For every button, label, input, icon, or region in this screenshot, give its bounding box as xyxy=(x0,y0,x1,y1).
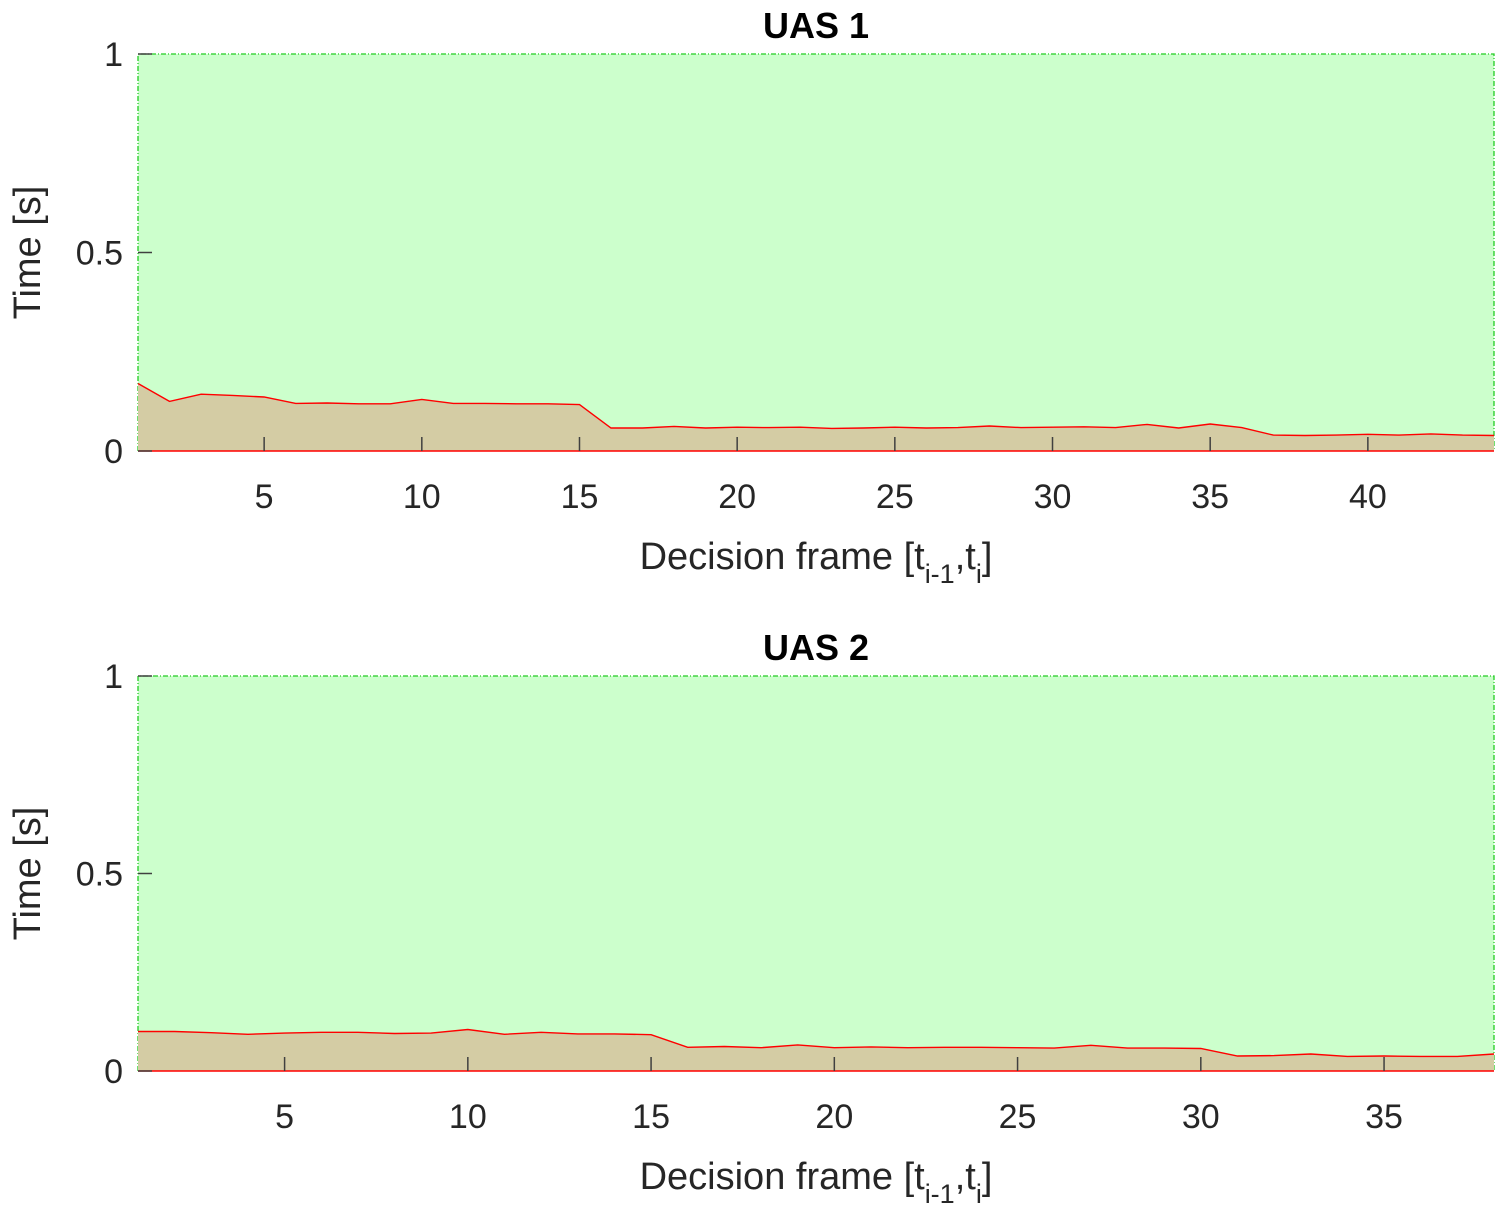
x-tick-label: 15 xyxy=(632,1098,670,1136)
x-axis-label-part: ] xyxy=(982,1156,993,1198)
chart-title: UAS 1 xyxy=(763,5,869,46)
y-tick-label: 0 xyxy=(104,433,123,471)
x-axis-label-part: ,t xyxy=(955,1156,977,1198)
x-tick-label: 10 xyxy=(403,478,441,516)
computation-time-area xyxy=(138,383,1494,451)
x-tick-label: 25 xyxy=(999,1098,1037,1136)
x-tick-label: 30 xyxy=(1182,1098,1220,1136)
subplot-uas-2: 5 10 15 20 25 30 35 0 0.5 1 UAS 2 Time [s] Decision … xyxy=(7,627,1495,1209)
x-tick-label: 20 xyxy=(718,478,756,516)
x-tick-label: 30 xyxy=(1034,478,1072,516)
x-tick-label: 35 xyxy=(1365,1098,1403,1136)
computation-time-line xyxy=(138,1028,1495,1058)
y-tick-label: 1 xyxy=(104,36,123,74)
x-tick-label: 20 xyxy=(815,1098,853,1136)
computation-time-area xyxy=(138,1029,1494,1071)
y-tick-label: 0 xyxy=(104,1053,123,1091)
chart-title: UAS 2 xyxy=(763,627,869,668)
x-tick-label: 10 xyxy=(449,1098,487,1136)
y-tick-label: 1 xyxy=(104,658,123,696)
x-axis-label-part: ] xyxy=(982,536,993,578)
x-axis-label-part: i xyxy=(976,1179,982,1209)
x-axis-label-part: Decision frame [t xyxy=(640,536,926,578)
y-tick-label: 0.5 xyxy=(76,235,123,273)
time-limit-line xyxy=(137,53,1495,451)
x-tick-label: 25 xyxy=(876,478,914,516)
computation-time-line xyxy=(137,382,1495,437)
x-tick-label: 35 xyxy=(1191,478,1229,516)
y-tick-label: 0.5 xyxy=(76,856,123,894)
subplot-uas-1: 5 10 15 20 25 30 35 40 0 0.5 1 UAS 1 Time [s] Decisio… xyxy=(7,5,1495,589)
x-axis-label: Decision frame [ti-1,ti] xyxy=(640,536,993,589)
x-axis-label-part: Decision frame [t xyxy=(640,1156,926,1198)
x-axis-label: Decision frame [ti-1,ti] xyxy=(640,1156,993,1209)
x-axis-label-part: i-1 xyxy=(925,559,955,589)
x-tick-label: 5 xyxy=(275,1098,294,1136)
y-axis-label: Time [s] xyxy=(7,807,49,941)
x-axis-label-part: i-1 xyxy=(925,1179,955,1209)
x-tick-label: 40 xyxy=(1349,478,1387,516)
time-limit-area xyxy=(138,54,1494,451)
y-axis-label: Time [s] xyxy=(7,186,49,320)
x-axis-label-part: ,t xyxy=(955,536,977,578)
x-tick-label: 15 xyxy=(561,478,599,516)
x-axis-label-part: i xyxy=(976,559,982,589)
x-tick-label: 5 xyxy=(255,478,274,516)
time-limit-area xyxy=(138,676,1494,1071)
